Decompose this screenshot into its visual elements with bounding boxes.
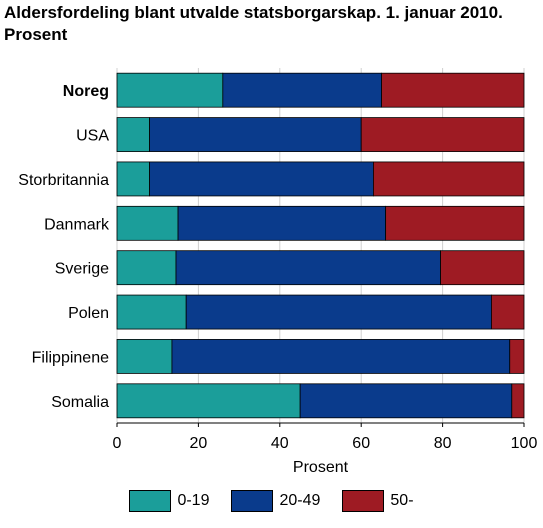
bar-polen-0-19 [116,294,187,330]
legend-label-20-49: 20-49 [279,492,321,509]
bar-noreg-0-19 [116,72,224,108]
category-label-filippinene: Filippinene [32,349,109,366]
category-label-somalia: Somalia [51,394,109,411]
legend-label-50-plus: 50- [390,492,414,509]
legend-label-0-19: 0-19 [177,492,210,509]
bar-storbritannia-50 [373,161,525,197]
bar-filippinene-20-49 [171,339,511,374]
bar-danmark-50 [385,205,525,241]
bar-polen-50 [491,294,525,330]
x-tick-label-80: 80 [434,435,452,452]
bar-sverige-0-19 [116,250,177,286]
category-label-sverige: Sverige [55,261,109,278]
bar-somalia-20-49 [299,383,513,419]
bar-usa-50 [360,117,525,152]
category-label-noreg: Noreg [63,83,109,100]
bar-danmark-0-19 [116,205,179,241]
category-label-polen: Polen [68,305,109,322]
bar-storbritannia-0-19 [116,161,150,197]
legend-item-0-19: 0-19 [129,490,209,512]
legend-swatch-0-19 [129,490,172,512]
bar-filippinene-50 [509,339,525,374]
bar-chart: Noreg USA Storbritannia Danmark Sverige Polen… [18,68,538,476]
bar-usa-0-19 [116,117,150,152]
x-axis-title: Prosent [293,459,349,476]
x-tick-label-100: 100 [511,435,538,452]
bar-danmark-20-49 [177,205,387,241]
bar-storbritannia-20-49 [149,161,374,197]
x-tick-label-40: 40 [271,435,289,452]
category-label-storbritannia: Storbritannia [18,172,109,189]
x-tick-label-0: 0 [113,435,122,452]
bar-usa-20-49 [149,117,362,152]
chart-title: Aldersfordeling blant utvalde statsborga… [4,3,503,44]
legend-item-50-plus: 50- [342,490,414,512]
category-label-danmark: Danmark [44,216,110,233]
legend-item-20-49: 20-49 [231,490,320,512]
bar-sverige-20-49 [175,250,441,286]
bar-filippinene-0-19 [116,339,173,374]
bar-sverige-50 [440,250,525,286]
bar-polen-20-49 [185,294,492,330]
x-tick-label-60: 60 [352,435,370,452]
chart-legend: 0-19 20-49 50- [0,487,543,515]
bar-somalia-50 [511,383,525,419]
legend-swatch-20-49 [231,490,274,512]
bar-noreg-20-49 [222,72,382,108]
legend-swatch-50-plus [342,490,385,512]
x-tick-label-20: 20 [190,435,208,452]
category-label-usa: USA [76,128,109,145]
bar-somalia-0-19 [116,383,301,419]
bar-noreg-50 [381,72,525,108]
